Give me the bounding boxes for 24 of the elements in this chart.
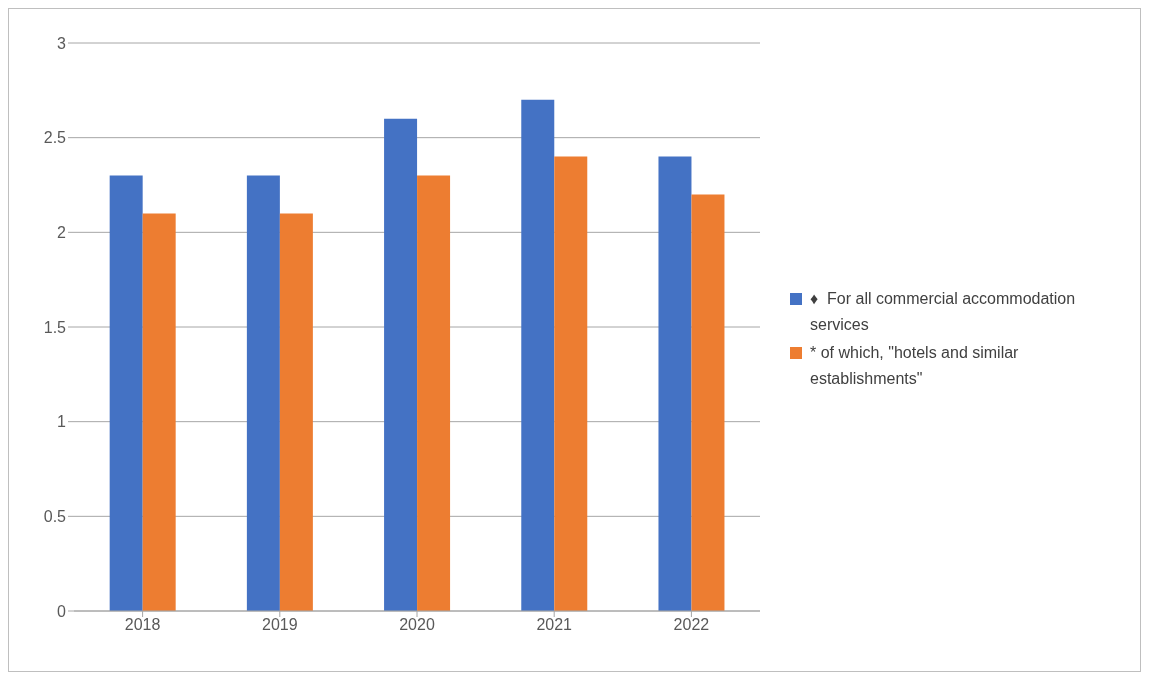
bar [521, 99, 555, 611]
bar [554, 156, 588, 611]
x-tick-label: 2021 [536, 616, 573, 634]
y-tick-label: 0 [57, 602, 67, 620]
bar [658, 156, 692, 611]
y-tick-label: 2 [57, 224, 67, 242]
bar [246, 175, 280, 611]
bar [691, 194, 725, 611]
x-tick-label: 2020 [399, 616, 435, 634]
bar [417, 175, 451, 611]
x-tick-label: 2022 [673, 616, 710, 634]
x-tick-label: 2018 [124, 616, 161, 634]
bar [279, 213, 313, 611]
y-tick-label: 2.5 [43, 129, 67, 147]
bar [384, 118, 418, 611]
y-tick-label: 3 [57, 34, 67, 52]
y-tick-label: 0.5 [43, 508, 67, 526]
y-tick-label: 1.5 [43, 318, 67, 336]
bar [142, 213, 176, 611]
bar [109, 175, 143, 611]
y-tick-label: 1 [57, 413, 67, 431]
legend-label: ♦ For all commercial accommodation services [810, 289, 1077, 335]
x-tick-label: 2019 [262, 616, 298, 634]
legend-label: * of which, "hotels and similar establishments" [810, 343, 1020, 389]
